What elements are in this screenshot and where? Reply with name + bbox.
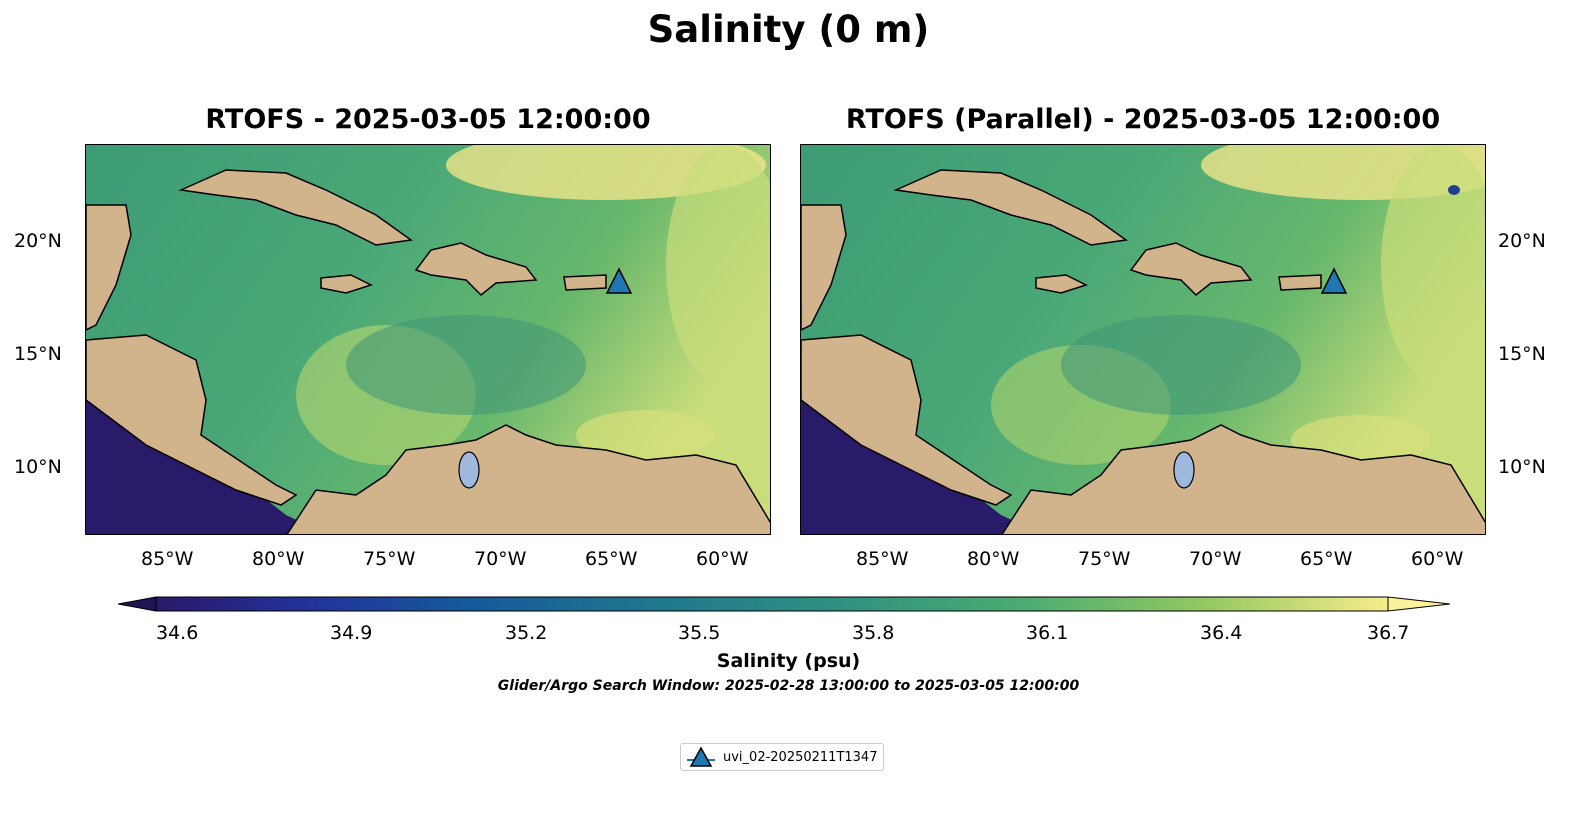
lon-tick-label: 85°W: [141, 548, 194, 570]
lat-tick-label: 10°N: [1498, 456, 1546, 478]
lat-tick-label: 10°N: [14, 456, 62, 478]
triangle-marker-icon: [687, 746, 715, 767]
search-window-note: Glider/Argo Search Window: 2025-02-28 13…: [497, 678, 1080, 694]
colorbar-tick-label: 35.2: [505, 622, 548, 644]
lon-tick-label: 65°W: [585, 548, 638, 570]
lon-tick-label: 70°W: [1189, 548, 1242, 570]
lon-tick-label: 60°W: [696, 548, 749, 570]
glider-marker: [1320, 267, 1348, 294]
colorbar-tick-label: 36.4: [1200, 622, 1243, 644]
colorbar-label: Salinity (psu): [716, 650, 861, 672]
panel-title-rtofs: RTOFS - 2025-03-05 12:00:00: [205, 104, 651, 135]
map-panel-rtofs-parallel: [800, 144, 1486, 535]
lat-tick-label: 15°N: [14, 343, 62, 365]
lat-tick-label: 20°N: [14, 230, 62, 252]
lon-tick-label: 85°W: [856, 548, 909, 570]
glider-marker: [605, 267, 633, 294]
salinity-colorbar: [118, 596, 1451, 612]
lon-tick-label: 80°W: [252, 548, 305, 570]
colorbar-tick-label: 35.5: [678, 622, 721, 644]
lon-tick-label: 70°W: [474, 548, 527, 570]
lat-tick-label: 15°N: [1498, 343, 1546, 365]
colorbar-tick-label: 36.7: [1367, 622, 1410, 644]
colorbar-tick-label: 34.6: [156, 622, 199, 644]
lon-tick-label: 60°W: [1411, 548, 1464, 570]
map-panel-rtofs: [85, 144, 771, 535]
legend: uvi_02-20250211T1347: [680, 743, 885, 771]
lon-tick-label: 75°W: [1078, 548, 1131, 570]
lon-tick-label: 75°W: [363, 548, 416, 570]
lon-tick-label: 65°W: [1300, 548, 1353, 570]
salinity-map-rtofs: [86, 145, 770, 534]
colorbar-tick-label: 36.1: [1026, 622, 1069, 644]
lon-tick-label: 80°W: [967, 548, 1020, 570]
colorbar-tick-label: 35.8: [852, 622, 895, 644]
figure-title: Salinity (0 m): [647, 8, 930, 51]
colorbar-tick-label: 34.9: [330, 622, 373, 644]
legend-entry-label: uvi_02-20250211T1347: [723, 749, 878, 765]
panel-title-rtofs-parallel: RTOFS (Parallel) - 2025-03-05 12:00:00: [845, 104, 1441, 135]
lat-tick-label: 20°N: [1498, 230, 1546, 252]
salinity-map-rtofs-parallel: [801, 145, 1485, 534]
